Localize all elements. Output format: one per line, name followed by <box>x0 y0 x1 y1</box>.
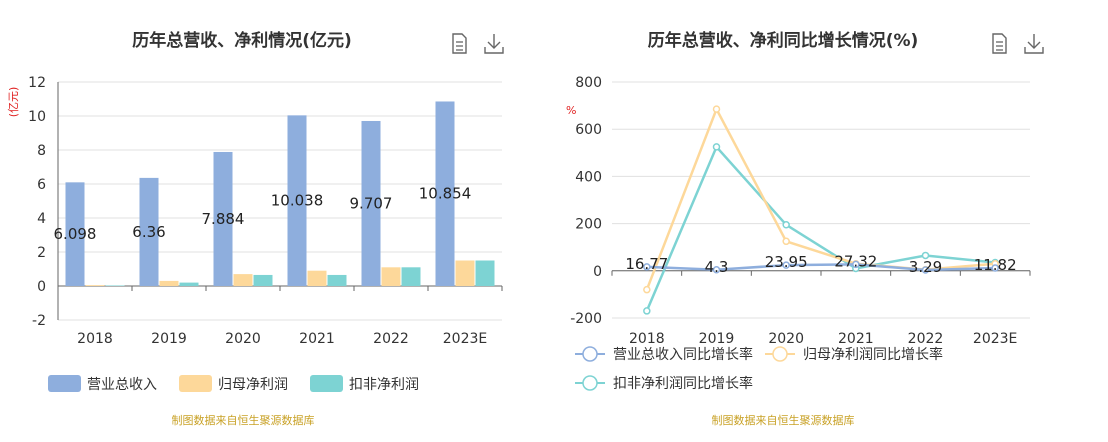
document-icon[interactable] <box>452 33 467 54</box>
y-tick-label: 8 <box>37 143 46 159</box>
point-value-label: 11.82 <box>974 256 1017 274</box>
document-icon[interactable] <box>992 33 1007 54</box>
bar-value-label: 6.098 <box>54 225 97 243</box>
bar-1 <box>455 260 475 286</box>
y-tick-label: -200 <box>570 311 602 327</box>
bar-1 <box>159 280 179 286</box>
bar-2 <box>327 274 347 286</box>
data-point <box>852 260 860 269</box>
y-tick-label: -2 <box>32 313 46 329</box>
y-tick-label: 200 <box>575 217 602 233</box>
y-tick-label: 0 <box>37 279 46 295</box>
x-tick-label: 2021 <box>838 331 874 347</box>
x-tick-label: 2021 <box>299 331 335 347</box>
x-tick-label: 2023E <box>973 331 1017 347</box>
bar-value-label: 10.038 <box>271 192 324 210</box>
y-tick-label: 400 <box>575 169 602 185</box>
bar-0 <box>139 177 159 286</box>
data-point <box>921 251 930 260</box>
x-tick-label: 2022 <box>908 331 944 347</box>
bar-0 <box>213 151 233 286</box>
point-value-label: 4.3 <box>705 258 729 276</box>
data-point <box>712 143 721 151</box>
data-point <box>921 266 930 274</box>
data-point <box>712 105 721 113</box>
legend-swatch <box>48 375 81 392</box>
y-tick-label: 4 <box>37 211 46 227</box>
y-tick-label: 6 <box>37 177 46 193</box>
y-tick-label: 10 <box>28 109 46 125</box>
x-tick-label: 2018 <box>629 331 665 347</box>
data-point <box>712 266 721 274</box>
data-point <box>643 307 651 315</box>
legend-marker <box>582 346 598 362</box>
line-chart: -200 0 200 400 600 800% 2018 2019 2020 2021 2022 20… <box>566 75 1031 392</box>
bar-value-label: 10.854 <box>419 185 472 203</box>
x-tick-label: 2019 <box>151 331 187 347</box>
y-tick-label: 12 <box>28 75 46 91</box>
data-point <box>782 237 790 246</box>
point-value-label: 23.95 <box>765 253 808 271</box>
bar-0 <box>65 182 85 286</box>
y-axis-label: % <box>566 104 576 117</box>
bar-chart: -2 0 2 4 6 8 10 12 (亿元) 2018 6.098 2019 6.36 2020 7.88… <box>7 75 503 393</box>
bar-0 <box>361 120 381 286</box>
legend-swatch <box>179 375 212 392</box>
x-tick-label: 2018 <box>77 331 113 347</box>
bar-1 <box>381 267 401 286</box>
bar-0 <box>287 115 307 286</box>
point-value-label: 27.32 <box>834 252 877 270</box>
legend-label: 扣非净利润同比增长率 <box>613 375 753 392</box>
data-point <box>782 221 790 229</box>
bar-value-label: 9.707 <box>350 194 393 212</box>
right-chart-title: 历年总营收、净利同比增长情况(%) <box>648 30 919 51</box>
x-tick-label: 2022 <box>373 331 409 347</box>
download-icon[interactable] <box>484 34 504 54</box>
x-tick-label: 2020 <box>768 331 804 347</box>
series-line-1 <box>645 106 996 291</box>
data-point <box>643 285 651 294</box>
left-chart-footer: 制图数据来自恒生聚源数据库 <box>172 413 315 427</box>
series-line-2 <box>645 144 996 312</box>
left-chart-title: 历年总营收、净利情况(亿元) <box>132 30 352 51</box>
bar-1 <box>307 270 327 286</box>
x-tick-label: 2023E <box>443 331 487 347</box>
download-icon[interactable] <box>1024 34 1044 54</box>
bar-2 <box>105 285 125 286</box>
y-tick-label: 800 <box>575 75 602 91</box>
data-point <box>643 263 651 271</box>
point-value-label: 16.77 <box>625 255 668 273</box>
legend-label: 营业总收入 <box>87 377 157 393</box>
bar-2 <box>475 260 495 286</box>
data-point <box>991 264 999 272</box>
y-tick-label: 0 <box>593 264 602 280</box>
bar-2 <box>401 267 421 286</box>
x-tick-label: 2020 <box>225 331 261 347</box>
legend-marker <box>772 346 788 362</box>
bar-2 <box>179 282 199 286</box>
series-line-0 <box>646 263 996 272</box>
legend-label: 归母净利润 <box>218 376 288 393</box>
legend-label: 扣非净利润 <box>349 377 419 393</box>
y-tick-label: 600 <box>575 122 602 138</box>
y-axis-label: (亿元) <box>7 87 20 118</box>
point-value-label: 3.29 <box>909 258 942 276</box>
legend-label: 归母净利润同比增长率 <box>803 346 943 363</box>
legend-label: 营业总收入同比增长率 <box>613 346 753 363</box>
x-tick-label: 2019 <box>699 331 735 347</box>
bar-1 <box>85 285 105 286</box>
bar-value-label: 6.36 <box>132 223 165 241</box>
bar-value-label: 7.884 <box>202 210 245 228</box>
right-chart-footer: 制图数据来自恒生聚源数据库 <box>712 413 855 427</box>
bar-1 <box>233 274 253 286</box>
legend-swatch <box>310 375 343 392</box>
y-tick-label: 2 <box>37 245 46 261</box>
bar-2 <box>253 274 273 286</box>
bar-0 <box>435 101 455 287</box>
legend-marker <box>582 375 598 391</box>
data-point <box>782 261 790 269</box>
